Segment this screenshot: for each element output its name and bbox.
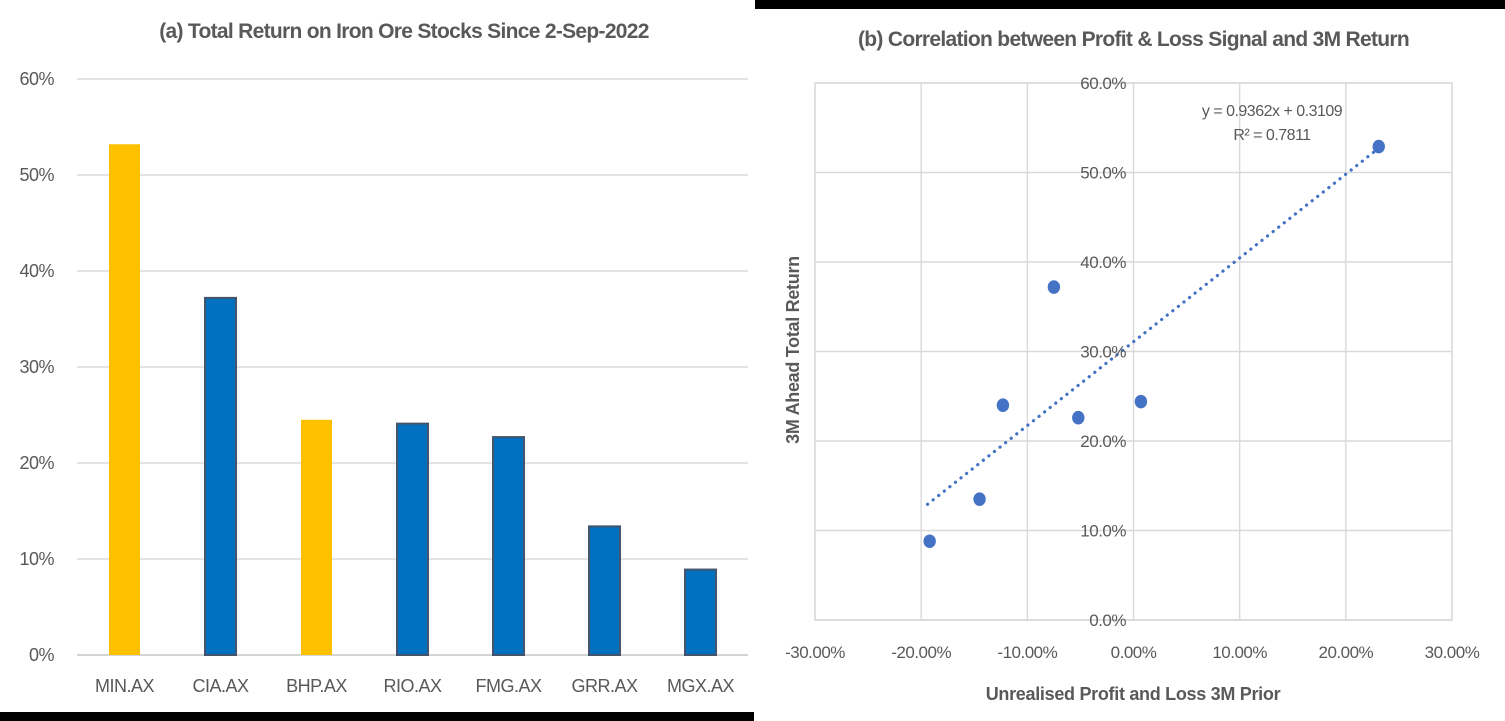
y-tick-label: 40%	[19, 261, 54, 281]
chart-a-bars	[109, 144, 717, 657]
y-tick-label: 50.0%	[1080, 164, 1126, 183]
bar-GRR.AX	[588, 525, 621, 656]
category-label-GRR.AX: GRR.AX	[571, 676, 638, 696]
scatter-point	[996, 398, 1010, 413]
black-border-strip-bottom-left	[0, 712, 754, 721]
chart-b-y-axis-title: 3M Ahead Total Return	[783, 256, 803, 444]
x-tick-label: 20.00%	[1318, 643, 1373, 662]
bar-BHP.AX	[301, 419, 332, 655]
chart-b-scatter-points	[923, 139, 1385, 549]
plot-area-border	[814, 82, 1453, 621]
category-label-RIO.AX: RIO.AX	[383, 676, 442, 696]
x-tick-label: 0.00%	[1111, 643, 1157, 662]
chart-b-x-axis-title: Unrealised Profit and Loss 3M Prior	[986, 684, 1281, 704]
chart-a-y-tick-labels: 0% 10% 20% 30% 40% 50% 60%	[19, 69, 55, 665]
scatter-point	[923, 534, 936, 549]
y-tick-label: 20.0%	[1080, 432, 1126, 451]
chart-b-trendline	[925, 144, 1384, 506]
chart-a-title: (a) Total Return on Iron Ore Stocks Sinc…	[159, 20, 649, 43]
x-tick-label: 30.00%	[1425, 643, 1480, 662]
chart-b-x-tick-labels: -30.00% -20.00% -10.00% 0.00% 10.00% 20.00% 30…	[785, 643, 1480, 662]
scatter-point	[1072, 410, 1085, 425]
category-label-MGX.AX: MGX.AX	[667, 676, 735, 696]
x-tick-label: -10.00%	[997, 643, 1057, 662]
bar-MIN.AX	[109, 144, 140, 655]
bar-MGX.AX	[684, 568, 717, 656]
chart-b-gridlines	[814, 82, 1453, 621]
category-label-FMG.AX: FMG.AX	[475, 676, 541, 696]
y-tick-label: 0.0%	[1089, 611, 1126, 630]
scatter-point	[1372, 139, 1385, 154]
y-tick-label: 30.0%	[1080, 343, 1126, 362]
y-tick-label: 60%	[19, 69, 54, 89]
x-tick-label: -30.00%	[785, 643, 845, 662]
scatter-point	[973, 492, 986, 506]
category-label-MIN.AX: MIN.AX	[95, 676, 155, 696]
y-tick-label: 10%	[19, 549, 54, 569]
chart-a-category-labels: MIN.AX CIA.AX BHP.AX RIO.AX FMG.AX GRR.AX MGX.…	[95, 676, 735, 696]
bar-RIO.AX	[396, 422, 429, 657]
chart-b-title: (b) Correlation between Profit & Loss Si…	[858, 28, 1410, 51]
y-tick-label: 60.0%	[1080, 74, 1126, 93]
y-tick-label: 10.0%	[1080, 522, 1126, 541]
trendline-equation: y = 0.9362x + 0.3109	[1202, 103, 1343, 120]
scatter-point	[1134, 394, 1148, 409]
trendline	[925, 144, 1384, 506]
x-tick-label: 10.00%	[1212, 643, 1267, 662]
category-label-CIA.AX: CIA.AX	[192, 676, 249, 696]
y-tick-label: 20%	[19, 453, 54, 473]
bar-CIA.AX	[204, 296, 237, 656]
bar-FMG.AX	[492, 436, 525, 656]
y-tick-label: 30%	[19, 357, 54, 377]
scatter-point	[1047, 280, 1061, 294]
black-border-strip-top-right	[755, 0, 1505, 9]
x-tick-label: -20.00%	[891, 643, 951, 662]
category-label-BHP.AX: BHP.AX	[286, 676, 347, 696]
y-tick-label: 0%	[29, 645, 55, 665]
trendline-r-squared: R² = 0.7811	[1233, 127, 1311, 144]
y-tick-label: 50%	[19, 165, 54, 185]
chart-b-y-tick-labels: 0.0% 10.0% 20.0% 30.0% 40.0% 50.0% 60.0%	[1080, 74, 1127, 630]
y-tick-label: 40.0%	[1080, 253, 1126, 272]
